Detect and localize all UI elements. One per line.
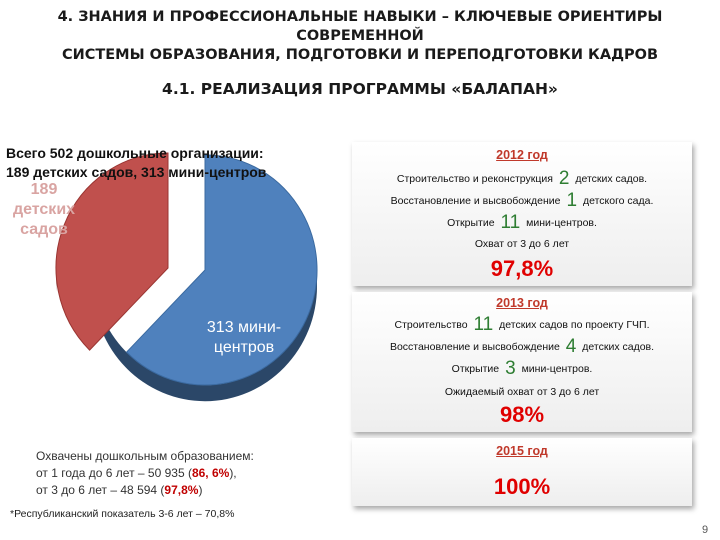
kindergartens-slice-label: детских — [13, 201, 75, 218]
panel-2013: 2013 год Строительство 11 детских садов … — [352, 292, 692, 432]
year-2012-label: 2012 год — [496, 148, 548, 162]
year-2015-label: 2015 год — [496, 444, 548, 458]
panel-2013-percent: 98% — [499, 402, 545, 427]
coverage-note-line2: от 1 года до 6 лет – 50 935 (86, 6%), — [36, 465, 254, 482]
coverage-text: от 3 до 6 лет – 48 594 ( — [36, 483, 165, 497]
pie-chart: 189 детских садов 313 мини-центров — [13, 152, 318, 402]
row-number: 11 — [500, 212, 521, 233]
minicenters-slice-label: центров — [214, 339, 274, 356]
coverage-note: Охвачены дошкольным образованием: от 1 г… — [36, 448, 254, 499]
row-text: мини-центров. — [526, 217, 597, 229]
pie-slice-kindergartens — [55, 152, 169, 351]
panel-2015-percent: 100% — [493, 474, 551, 499]
row-number: 2 — [558, 168, 570, 189]
coverage-text: ), — [229, 466, 237, 480]
coverage-value: 97,8% — [164, 483, 199, 497]
panel-2012-row2: Восстановление и высвобождение 1 детског… — [352, 190, 692, 212]
row-text: мини-центров. — [521, 363, 593, 375]
panel-2012: 2012 год Строительство и реконструкция 2… — [352, 142, 692, 286]
coverage-note-line1: Охвачены дошкольным образованием: — [36, 449, 254, 463]
panel-2013-row1: Строительство 11 детских садов по проект… — [352, 314, 692, 336]
total-line1: Всего 502 дошкольные организации: — [6, 145, 264, 161]
row-number: 3 — [505, 358, 516, 379]
kindergartens-slice-label: 189 — [31, 181, 58, 198]
row-text: Восстановление и высвобождение — [389, 341, 560, 353]
panel-2012-row1: Строительство и реконструкция 2 детских … — [352, 168, 692, 190]
row-number: 4 — [565, 336, 577, 357]
row-text: детских садов. — [582, 341, 655, 353]
row-text: Строительство — [394, 319, 468, 331]
row-number: 11 — [473, 314, 494, 335]
coverage-note-line3: от 3 до 6 лет – 48 594 (97,8%) — [36, 482, 254, 499]
coverage-value: 86, 6% — [191, 466, 230, 480]
coverage-text: от 1 года до 6 лет – 50 935 ( — [36, 466, 192, 480]
page-number: 9 — [702, 524, 709, 536]
pie-slice-minicenters — [125, 154, 318, 386]
panel-2012-percent: 97,8% — [490, 256, 554, 281]
row-text: детских садов. — [575, 173, 648, 185]
panel-2013-row2: Восстановление и высвобождение 4 детских… — [352, 336, 692, 358]
kindergartens-slice-label: садов — [20, 221, 68, 238]
row-text: Открытие — [451, 363, 500, 375]
year-2013-label: 2013 год — [496, 296, 548, 310]
row-text: детского сада. — [582, 195, 654, 207]
row-text: Восстановление и высвобождение — [390, 195, 561, 207]
panel-2013-coverage: Ожидаемый охват от 3 до 6 лет — [444, 386, 600, 398]
panel-2012-coverage: Охват от 3 до 6 лет — [474, 238, 570, 250]
row-text: Строительство и реконструкция — [396, 173, 553, 185]
section-subtitle: 4.1. РЕАЛИЗАЦИЯ ПРОГРАММЫ «БАЛАПАН» — [162, 80, 558, 98]
total-line2: 189 детских садов, 313 мини-центров — [6, 164, 267, 180]
coverage-text: ) — [198, 483, 203, 497]
panel-2012-row3: Открытие 11 мини-центров. — [352, 212, 692, 234]
main-title: 4. ЗНАНИЯ И ПРОФЕССИОНАЛЬНЫЕ НАВЫКИ – КЛ… — [0, 8, 720, 65]
panel-2013-row3: Открытие 3 мини-центров. — [352, 358, 692, 380]
main-title-line2: СИСТЕМЫ ОБРАЗОВАНИЯ, ПОДГОТОВКИ И ПЕРЕПО… — [61, 47, 659, 63]
panel-2015: 2015 год 100% — [352, 438, 692, 506]
row-text: детских садов по проекту ГЧП. — [499, 319, 650, 331]
row-number: 1 — [566, 190, 578, 211]
main-title-line1: 4. ЗНАНИЯ И ПРОФЕССИОНАЛЬНЫЕ НАВЫКИ – КЛ… — [57, 9, 663, 44]
total-organizations-text: Всего 502 дошкольные организации: 189 де… — [6, 144, 266, 182]
minicenters-slice-label: 313 мини- — [207, 319, 281, 336]
footnote: *Республиканский показатель 3-6 лет – 70… — [10, 508, 235, 520]
row-text: Открытие — [447, 217, 495, 229]
